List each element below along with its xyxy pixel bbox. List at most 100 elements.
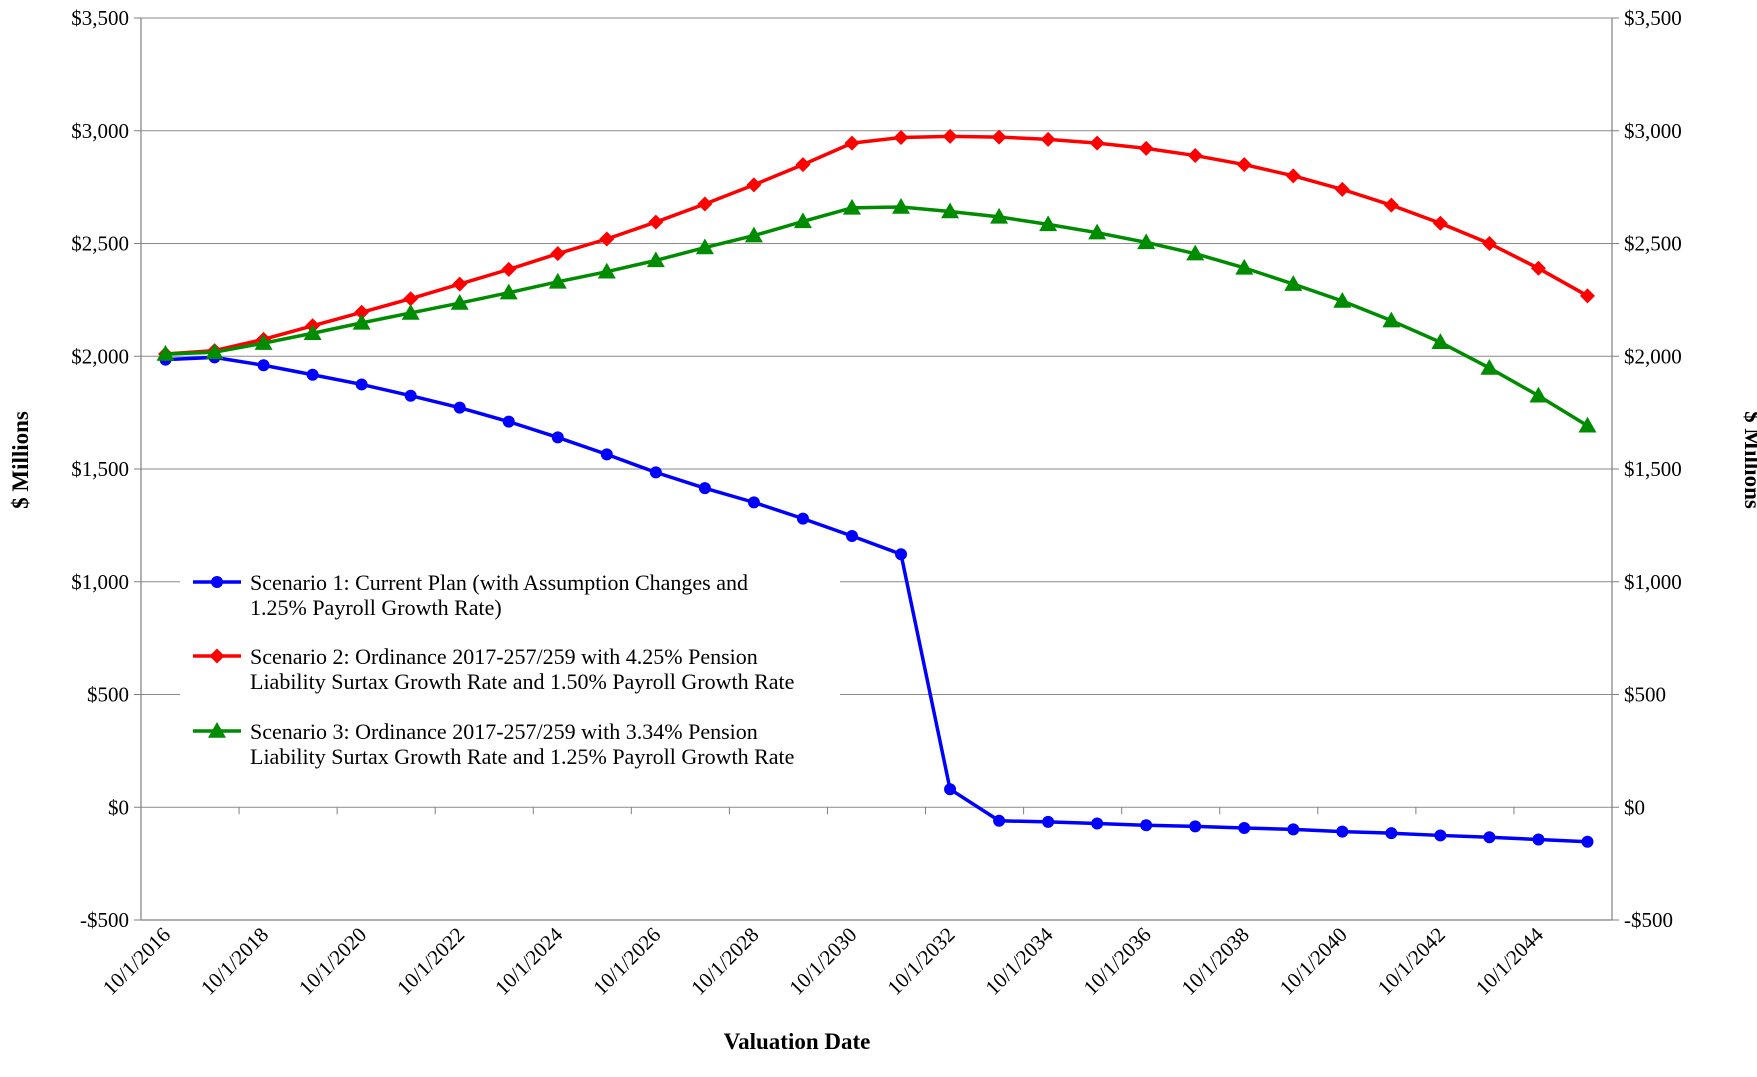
y-tick-label-left: $2,000 — [71, 344, 129, 368]
series-2-point — [1334, 181, 1350, 197]
series-3-point — [793, 212, 812, 229]
series-1-point — [502, 415, 515, 428]
y-tick-label-left: $3,000 — [71, 119, 129, 143]
legend-label-2: Liability Surtax Growth Rate and 1.50% P… — [250, 669, 794, 694]
series-2-point — [1040, 131, 1056, 147]
x-tick-label: 10/1/2034 — [980, 922, 1058, 1000]
series-2-point — [354, 304, 370, 320]
series-1-point — [1238, 821, 1251, 834]
series-2-line — [165, 134, 1589, 356]
series-2-point — [1432, 215, 1448, 231]
series-layer — [156, 128, 1597, 848]
series-3-line — [165, 205, 1589, 428]
y-axis-title-left: $ Millions — [8, 411, 33, 509]
y-tick-label-left: $0 — [108, 795, 129, 819]
series-3-point — [1039, 215, 1058, 232]
series-2-point — [1530, 260, 1546, 276]
series-3-point — [695, 238, 714, 255]
series-1-point — [1483, 831, 1496, 844]
legend-label-3: Liability Surtax Growth Rate and 1.25% P… — [250, 744, 794, 769]
series-2-point — [697, 196, 713, 212]
series-3 — [156, 197, 1597, 433]
series-3-point — [646, 251, 665, 268]
series-1-point — [993, 814, 1006, 827]
series-2-point — [648, 214, 664, 230]
series-3-point — [1137, 233, 1156, 250]
series-1-point — [355, 378, 368, 391]
series-3-point — [1529, 386, 1548, 403]
series-3-point — [744, 226, 763, 243]
x-tick-label: 10/1/2040 — [1275, 923, 1352, 1000]
legend-label-1: 1.25% Payroll Growth Rate) — [250, 595, 502, 620]
series-3-point — [450, 294, 469, 310]
series-1-point — [796, 512, 809, 525]
series-2-point — [1383, 197, 1399, 213]
series-2-point — [1481, 236, 1497, 251]
series-1-point — [1581, 835, 1594, 848]
series-1-point — [1434, 829, 1447, 842]
series-1-point — [845, 529, 858, 542]
y-tick-label-right: $1,000 — [1624, 570, 1682, 594]
series-2-point — [501, 261, 517, 277]
series-1-point — [257, 359, 270, 372]
series-1-point — [1091, 817, 1104, 830]
x-tick-label: 10/1/2038 — [1177, 923, 1254, 1000]
x-tick-label: 10/1/2044 — [1471, 922, 1549, 1000]
y-tick-label-left: $2,500 — [71, 232, 129, 256]
series-1-point — [698, 482, 711, 495]
series-3-point — [401, 303, 420, 320]
x-tick-label: 10/1/2018 — [196, 923, 273, 1000]
series-2-point — [1187, 148, 1203, 164]
series-1-point — [1140, 819, 1153, 832]
series-1-line — [165, 355, 1588, 844]
series-1-point — [944, 783, 957, 796]
series-1-point — [551, 431, 564, 444]
series-3-point — [1578, 416, 1597, 433]
series-2-point — [1285, 168, 1301, 184]
series-2-point — [452, 276, 468, 292]
series-1-point — [453, 401, 466, 414]
series-3-point — [156, 344, 175, 361]
series-1-point — [1042, 815, 1055, 828]
y-tick-label-right: $1,500 — [1624, 457, 1682, 481]
series-1-point — [895, 548, 908, 561]
y-tick-label-right: $2,000 — [1624, 344, 1682, 368]
series-3-point — [892, 197, 911, 214]
series-2-point — [550, 246, 566, 262]
series-1-point — [600, 448, 613, 461]
x-tick-label: 10/1/2026 — [588, 923, 665, 1000]
y-tick-label-right: $3,500 — [1624, 6, 1682, 30]
series-1-point — [306, 368, 319, 381]
legend-label-1: Scenario 1: Current Plan (with Assumptio… — [250, 570, 748, 595]
series-2-point — [403, 291, 419, 307]
series-1-point — [1189, 820, 1202, 833]
series-2-point — [795, 157, 811, 173]
y-tick-label-right: -$500 — [1624, 908, 1673, 932]
y-tick-label-right: $500 — [1624, 683, 1666, 707]
legend-label-2: Scenario 2: Ordinance 2017-257/259 with … — [250, 644, 758, 669]
series-2-point — [1089, 135, 1105, 151]
series-3-point — [597, 262, 616, 279]
x-tick-label: 10/1/2036 — [1079, 923, 1156, 1000]
x-tick-label: 10/1/2022 — [392, 923, 469, 1000]
series-1-point — [1287, 823, 1300, 836]
series-3-point — [1333, 292, 1352, 308]
x-tick-label: 10/1/2032 — [882, 923, 959, 1000]
series-3-point — [1480, 358, 1499, 375]
y-tick-label-right: $3,000 — [1624, 119, 1682, 143]
axes: $3,500 $3,500 $3,000 $3,000 $2,500 $2,500 $2,0… — [71, 6, 1682, 1000]
series-3-point — [941, 202, 960, 219]
y-tick-label-right: $0 — [1624, 795, 1645, 819]
series-3-point — [1431, 333, 1450, 350]
series-3-point — [990, 207, 1009, 224]
legend-background — [180, 565, 840, 780]
series-3-point — [205, 343, 224, 359]
series-2-point — [942, 128, 958, 144]
series-2 — [158, 128, 1595, 362]
series-1-point — [404, 389, 417, 402]
series-2-point — [991, 129, 1007, 145]
series-2-point — [599, 231, 615, 247]
series-2-point — [844, 135, 860, 151]
y-tick-label-left: $500 — [87, 683, 129, 707]
